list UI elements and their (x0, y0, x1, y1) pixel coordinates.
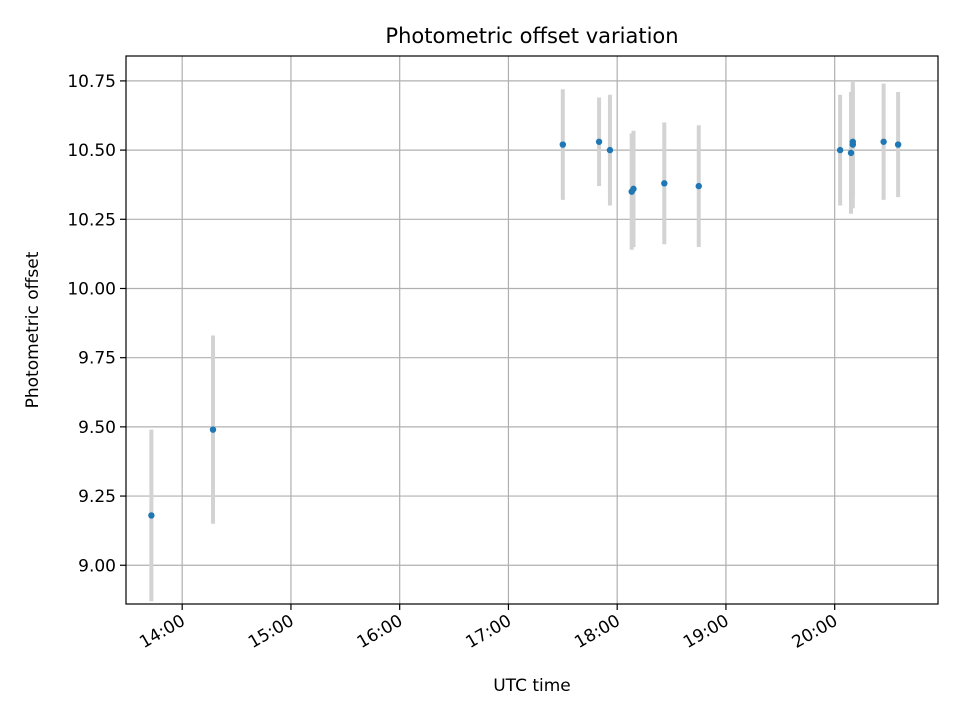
data-point (595, 138, 603, 145)
y-tick-label: 9.00 (78, 556, 116, 576)
y-tick-label: 9.75 (78, 349, 116, 369)
y-tick-label: 9.25 (78, 487, 116, 507)
data-point (880, 138, 887, 145)
y-tick-label: 10.50 (67, 141, 116, 161)
y-tick-label: 9.50 (78, 418, 116, 438)
x-axis-title: UTC time (493, 676, 571, 696)
y-tick-label: 10.25 (67, 210, 116, 230)
data-point (559, 141, 567, 148)
grid (126, 56, 938, 604)
chart-title: Photometric offset variation (385, 24, 678, 48)
data-point (849, 138, 857, 145)
data-point (661, 180, 668, 187)
data-point (695, 182, 702, 190)
data-point (606, 146, 614, 154)
data-point (630, 185, 637, 193)
data-point (836, 146, 844, 154)
data-points (148, 138, 902, 519)
data-point (209, 426, 217, 433)
plot-area (125, 55, 939, 605)
data-point (148, 512, 155, 519)
y-axis: 9.00 9.25 9.50 9.75 10.00 10.25 10.50 10.75 (67, 72, 126, 576)
data-point (847, 149, 855, 157)
y-tick-label: 10.75 (67, 72, 116, 92)
data-point (894, 141, 902, 148)
y-tick-label: 10.00 (67, 279, 116, 299)
y-axis-title: Photometric offset (23, 251, 43, 408)
